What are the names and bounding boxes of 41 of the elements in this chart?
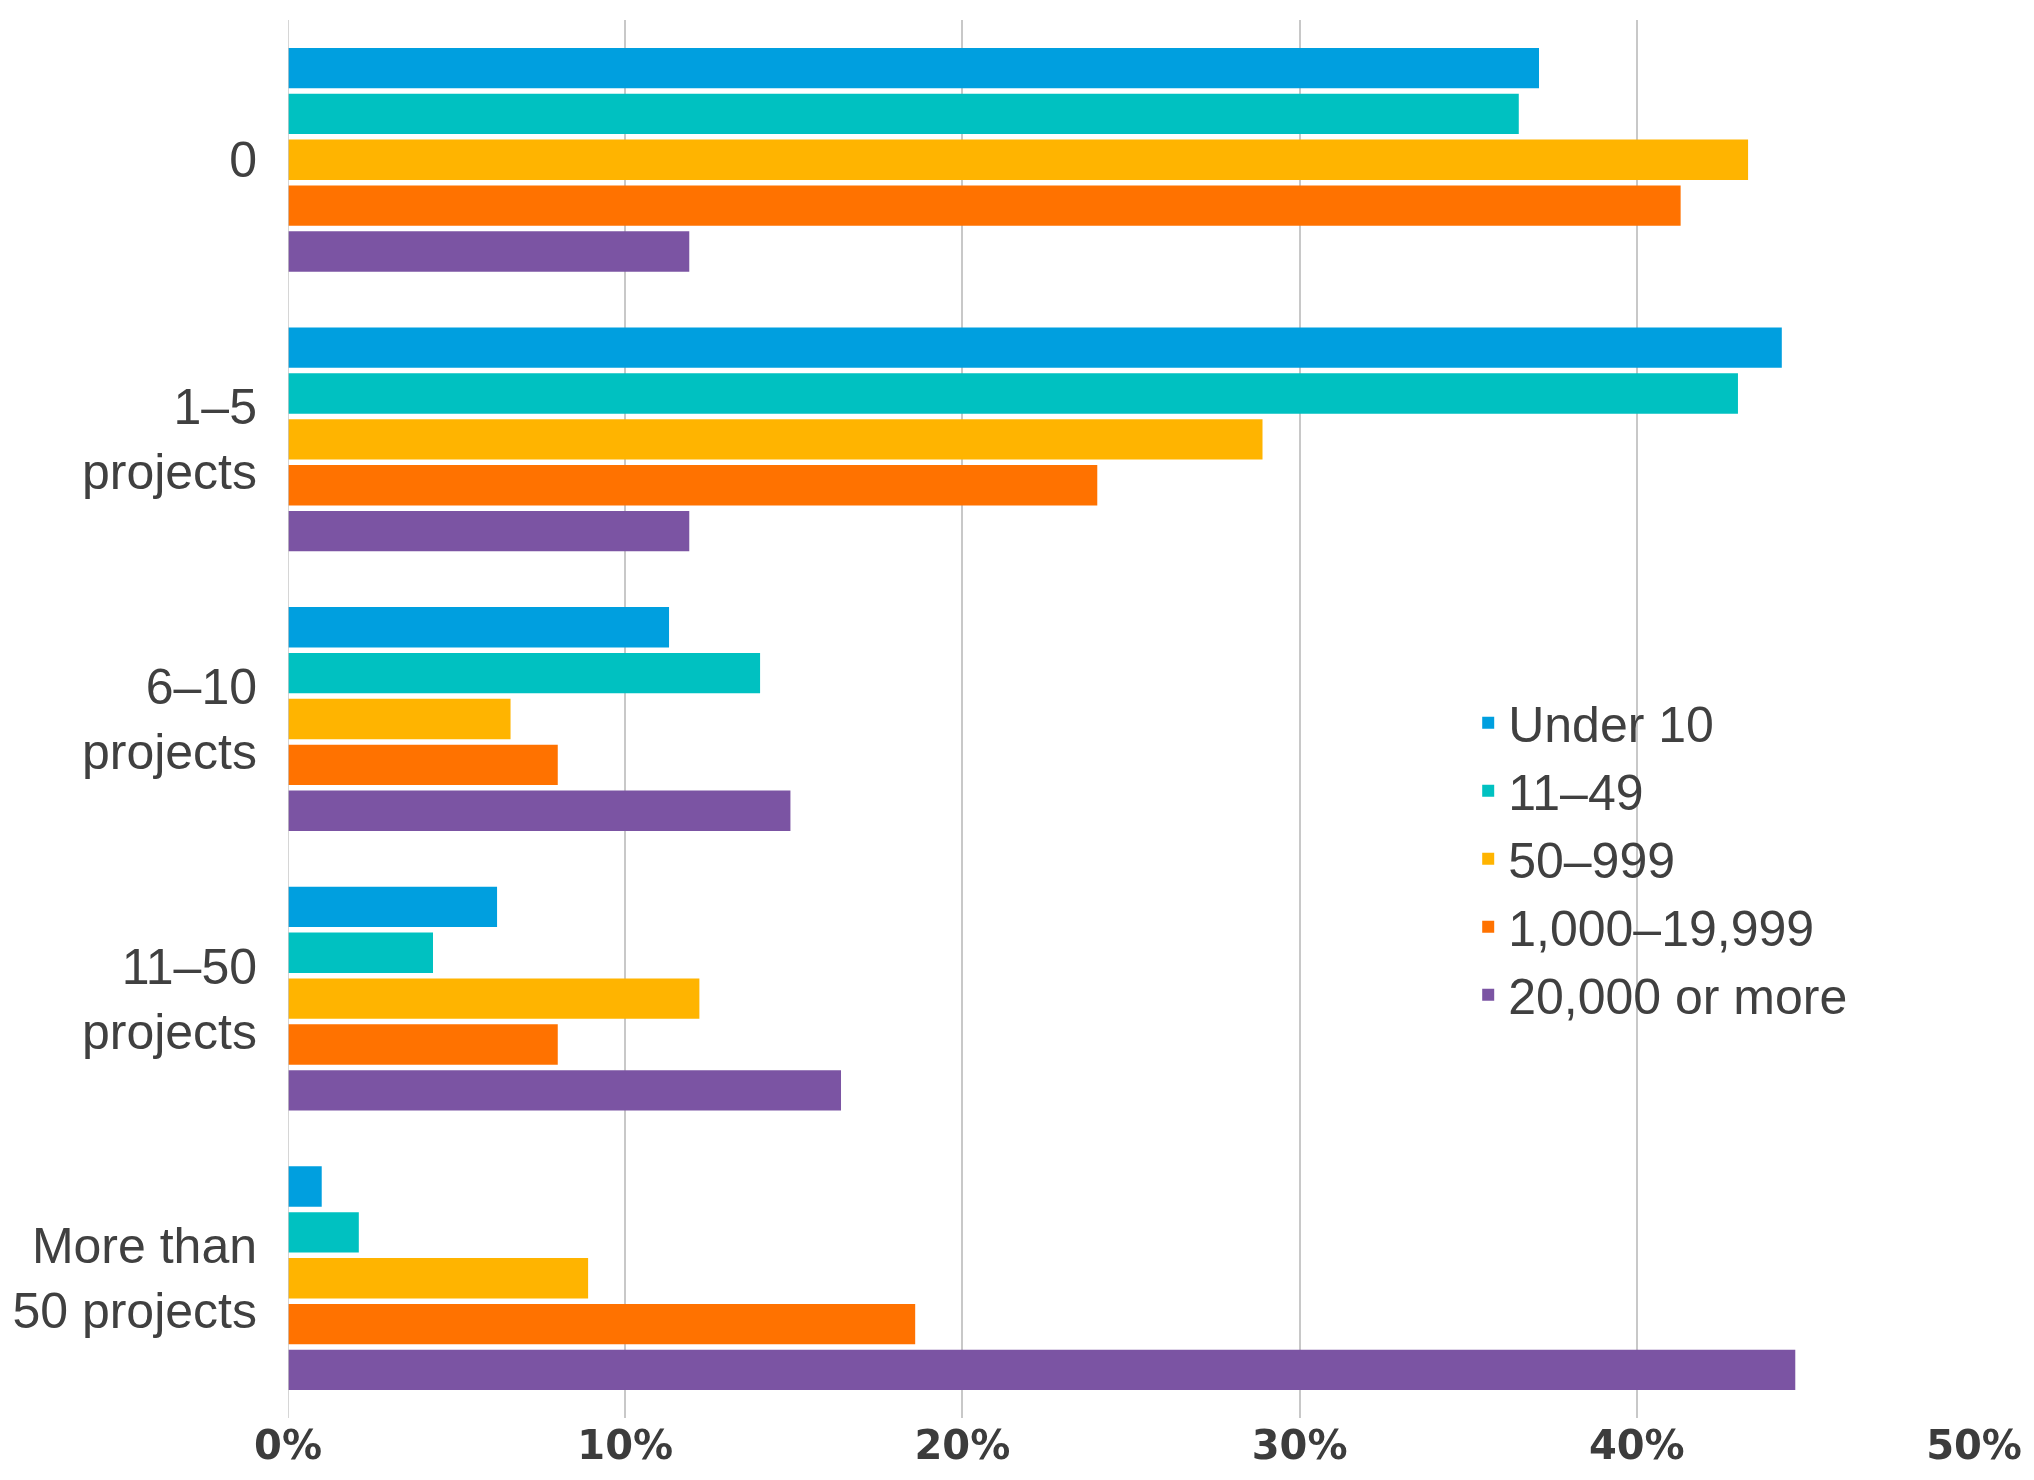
- bar: [288, 93, 1519, 135]
- x-tick-label: 30%: [1251, 1422, 1348, 1468]
- bar: [288, 47, 1540, 89]
- x-tick-label: 10%: [577, 1422, 674, 1468]
- bar: [288, 978, 700, 1019]
- x-tick-label: 20%: [914, 1422, 1011, 1468]
- bar: [288, 139, 1749, 180]
- y-tick-label: More than 50 projects: [12, 1218, 257, 1340]
- legend-label: 20,000 or more: [1508, 969, 1848, 1026]
- bar: [288, 744, 558, 786]
- bar: [288, 1303, 916, 1345]
- bar: [288, 327, 1782, 368]
- bar: [288, 1349, 1796, 1391]
- legend-label: 1,000–19,999: [1508, 901, 1815, 958]
- bar: [288, 652, 761, 694]
- y-tick-label: 6–10 projects: [81, 659, 257, 780]
- x-tick-label: 0%: [254, 1422, 322, 1468]
- bar: [288, 790, 791, 831]
- bar: [288, 510, 690, 552]
- legend-label: Under 10: [1508, 697, 1714, 754]
- y-tick-label: 1–5 projects: [81, 379, 257, 501]
- bar: [288, 231, 690, 272]
- bar: [288, 1070, 842, 1111]
- bar: [288, 465, 1098, 506]
- bar: [288, 932, 433, 973]
- x-tick-label: 50%: [1926, 1422, 2022, 1468]
- bar: [288, 1024, 558, 1065]
- bar: [288, 1212, 359, 1253]
- bar: [288, 698, 511, 740]
- bar: [288, 886, 498, 928]
- bar: [288, 1166, 322, 1207]
- bar: [288, 1258, 589, 1299]
- bar: [288, 373, 1738, 414]
- x-tick-label: 40%: [1588, 1422, 1685, 1468]
- bar: [288, 419, 1263, 460]
- bar: [288, 607, 670, 648]
- y-tick-label: 11–50 projects: [81, 938, 257, 1060]
- legend-label: 50–999: [1508, 833, 1676, 890]
- bar: [288, 185, 1681, 226]
- y-tick-label: 0: [229, 132, 257, 189]
- legend-label: 11–49: [1508, 765, 1644, 822]
